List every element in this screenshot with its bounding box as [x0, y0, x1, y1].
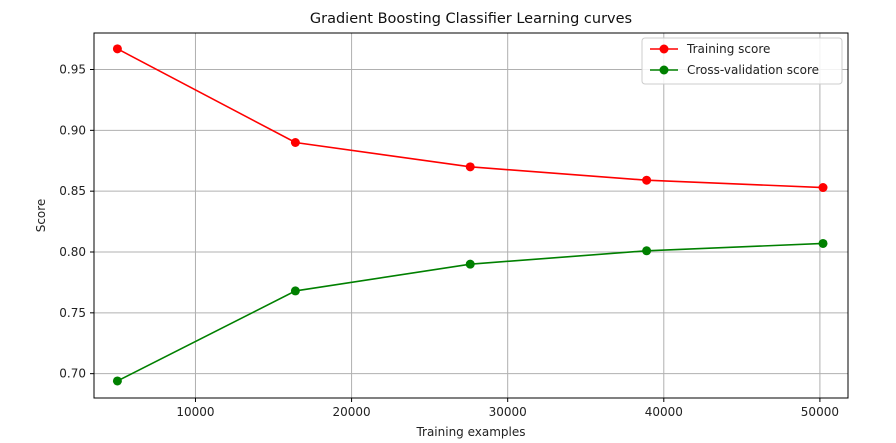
- y-tick-label: 0.85: [59, 184, 86, 198]
- legend-cross-validation-score-label: Cross-validation score: [687, 63, 819, 77]
- x-tick-label: 20000: [332, 405, 370, 419]
- plot-frame: [93, 32, 849, 399]
- training-score-point: [112, 44, 122, 54]
- legend-training-score-label: Training score: [686, 42, 770, 56]
- legend-training-score-marker: [659, 44, 669, 54]
- cross-validation-score-point: [642, 246, 652, 256]
- grid-lines: [94, 33, 848, 398]
- legend-cross-validation-score-marker: [659, 65, 669, 75]
- legend: Training score Cross-validation score: [641, 37, 843, 85]
- cross-validation-score-point: [818, 238, 828, 248]
- y-tick-label: 0.95: [59, 63, 86, 77]
- y-tick-label: 0.90: [59, 123, 86, 137]
- y-tick-label: 0.75: [59, 306, 86, 320]
- x-tick-label: 50000: [801, 405, 839, 419]
- y-tick-label: 0.80: [59, 245, 86, 259]
- x-tick-label: 30000: [489, 405, 527, 419]
- x-tick-label: 40000: [645, 405, 683, 419]
- cross-validation-score-point: [290, 286, 300, 296]
- training-score-point: [818, 183, 828, 193]
- data-series: [112, 44, 828, 386]
- x-tick-label: 10000: [176, 405, 214, 419]
- x-axis-label: Training examples: [415, 425, 525, 439]
- training-score-point: [465, 162, 475, 172]
- y-axis-label: Score: [34, 199, 48, 233]
- cross-validation-score-point: [465, 259, 475, 269]
- training-score-point: [290, 138, 300, 147]
- cross-validation-score-point: [112, 376, 122, 386]
- legend-box: [641, 37, 843, 85]
- y-tick-label: 0.70: [59, 367, 86, 381]
- chart-title: Gradient Boosting Classifier Learning cu…: [310, 11, 632, 27]
- axis-ticks: 10000 20000 30000 40000 50000 0.70 0.75 0.80 0.8…: [59, 63, 839, 420]
- training-score-point: [642, 175, 652, 185]
